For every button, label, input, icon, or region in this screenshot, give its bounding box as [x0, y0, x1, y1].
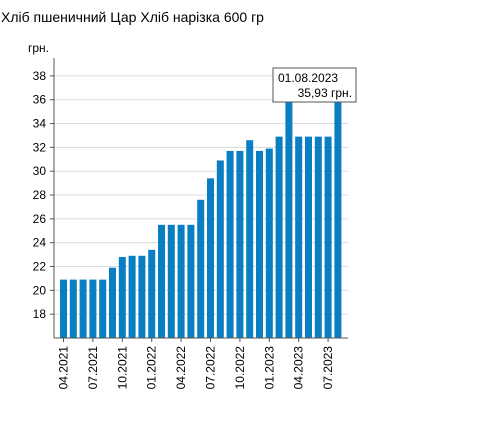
y-tick-label: 20 — [33, 283, 47, 297]
data-tooltip: 01.08.2023 35,93 грн. — [272, 67, 357, 103]
chart-title: Хліб пшеничний Цар Хліб нарізка 600 гр — [1, 9, 264, 25]
bar-06.2021[interactable] — [79, 279, 87, 338]
x-tick-label: 07.2023 — [321, 346, 335, 390]
y-tick-label: 22 — [33, 260, 47, 274]
x-tick-label: 01.2022 — [145, 346, 159, 390]
bar-08.2023[interactable] — [334, 100, 342, 339]
tooltip-box — [272, 67, 357, 103]
bar-04.2022[interactable] — [177, 224, 185, 338]
bar-01.2022[interactable] — [148, 249, 156, 338]
bar-04.2023[interactable] — [295, 136, 303, 338]
bar-11.2021[interactable] — [128, 255, 136, 338]
x-tick-label: 10.2022 — [233, 346, 247, 390]
bar-07.2021[interactable] — [89, 279, 97, 338]
bar-11.2022[interactable] — [246, 140, 254, 338]
bar-01.2023[interactable] — [265, 148, 273, 338]
tooltip-value: 35,93 грн. — [298, 86, 352, 100]
x-tick-label: 04.2023 — [292, 346, 306, 390]
bar-10.2021[interactable] — [118, 256, 126, 338]
y-tick-label: 18 — [33, 307, 47, 321]
y-tick-label: 36 — [33, 93, 47, 107]
y-axis-unit-label: грн. — [28, 41, 49, 55]
bar-05.2021[interactable] — [69, 279, 77, 338]
bar-07.2023[interactable] — [324, 136, 332, 338]
bar-12.2021[interactable] — [138, 255, 146, 338]
bar-06.2023[interactable] — [314, 136, 322, 338]
y-tick-label: 38 — [33, 69, 47, 83]
y-tick-label: 28 — [33, 188, 47, 202]
y-tick-label: 30 — [33, 164, 47, 178]
x-tick-label: 04.2021 — [57, 346, 71, 390]
y-tick-label: 26 — [33, 212, 47, 226]
bar-10.2022[interactable] — [236, 150, 244, 338]
bar-06.2022[interactable] — [197, 199, 205, 338]
bar-12.2022[interactable] — [256, 150, 263, 338]
bar-09.2022[interactable] — [226, 150, 234, 338]
y-tick-label: 32 — [33, 140, 47, 154]
x-tick-labels: 04.2021 07.2021 10.2021 01.2022 04.2022 07.20… — [57, 338, 335, 390]
bar-03.2023[interactable] — [285, 100, 293, 338]
x-tick-label: 01.2023 — [262, 346, 276, 390]
x-tick-label: 07.2022 — [204, 346, 218, 390]
bar-08.2021[interactable] — [99, 279, 107, 338]
bars — [60, 100, 342, 339]
bar-08.2022[interactable] — [216, 160, 224, 338]
bar-07.2022[interactable] — [207, 178, 214, 338]
bar-04.2021[interactable] — [60, 279, 67, 338]
x-tick-label: 04.2022 — [174, 346, 188, 390]
y-tick-label: 34 — [33, 117, 47, 131]
bar-02.2023[interactable] — [275, 136, 283, 338]
bar-09.2021[interactable] — [109, 267, 116, 338]
y-tick-labels: 18 20 22 24 26 28 30 32 34 36 38 — [33, 69, 47, 321]
tooltip-date: 01.08.2023 — [278, 71, 338, 85]
x-tick-label: 07.2021 — [86, 346, 100, 390]
bar-03.2022[interactable] — [167, 224, 175, 338]
y-tick-label: 24 — [33, 236, 47, 250]
bar-05.2023[interactable] — [305, 136, 312, 338]
x-tick-label: 10.2021 — [115, 346, 129, 390]
bar-02.2022[interactable] — [158, 224, 165, 338]
bar-05.2022[interactable] — [187, 224, 195, 338]
